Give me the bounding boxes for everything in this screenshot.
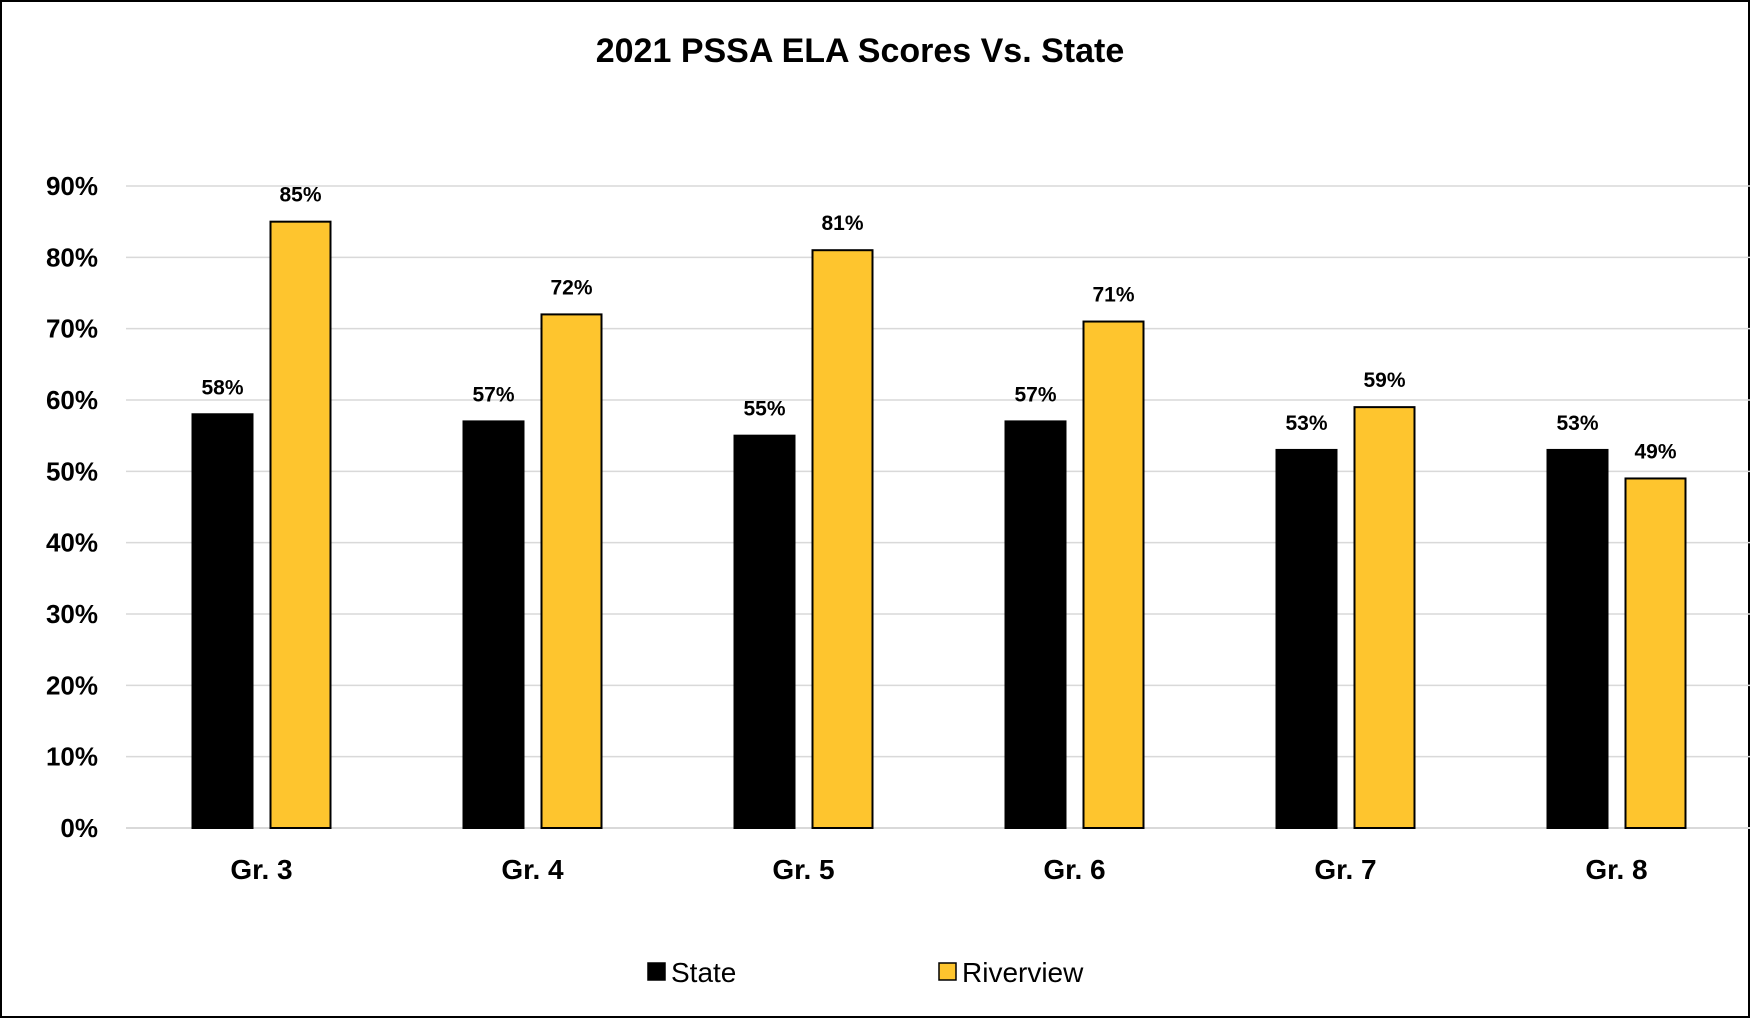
data-label-riverview: 72% [550, 276, 592, 299]
bar-riverview [1082, 320, 1145, 829]
bar-state [1275, 448, 1338, 829]
bar-state [1004, 420, 1067, 829]
data-label-riverview: 59% [1363, 369, 1405, 392]
bar-state [191, 413, 254, 829]
x-tick-label: Gr. 3 [230, 854, 292, 885]
y-tick-label: 80% [46, 242, 98, 272]
data-label-riverview: 81% [821, 212, 863, 235]
data-label-state: 53% [1556, 412, 1598, 435]
x-tick-label: Gr. 8 [1585, 854, 1647, 885]
y-tick-label: 20% [46, 670, 98, 700]
y-tick-label: 70% [46, 314, 98, 344]
bar-state [733, 434, 796, 829]
legend: State Riverview [647, 957, 1084, 988]
legend-label-state: State [671, 957, 736, 988]
gridlines [126, 185, 1750, 829]
bar-riverview [811, 249, 874, 829]
bar-riverview [269, 220, 332, 829]
data-label-riverview: 85% [279, 184, 321, 207]
data-label-state: 57% [472, 383, 514, 406]
data-label-riverview: 71% [1092, 284, 1134, 307]
data-labels: 58% 85% 57% 72% 55% 81% 57% 71% 53% 59% 53% 49% [201, 184, 1676, 464]
bar-state [1546, 448, 1609, 829]
bar-riverview [1624, 477, 1687, 829]
y-tick-label: 40% [46, 528, 98, 558]
y-axis-tick-labels: 0% 10% 20% 30% 40% 50% 60% 70% 80% 90% [46, 171, 98, 843]
y-tick-label: 10% [46, 742, 98, 772]
y-tick-label: 30% [46, 599, 98, 629]
x-tick-label: Gr. 7 [1314, 854, 1376, 885]
legend-swatch-riverview [938, 962, 957, 981]
bars [191, 220, 1687, 829]
bar-state [462, 420, 525, 829]
data-label-riverview: 49% [1634, 440, 1676, 463]
y-tick-label: 50% [46, 456, 98, 486]
y-tick-label: 90% [46, 171, 98, 201]
data-label-state: 53% [1285, 412, 1327, 435]
x-axis-tick-labels: Gr. 3 Gr. 4 Gr. 5 Gr. 6 Gr. 7 Gr. 8 [230, 854, 1647, 885]
legend-swatch-state [647, 962, 666, 981]
bar-riverview [540, 313, 603, 829]
chart-title: 2021 PSSA ELA Scores Vs. State [596, 32, 1125, 70]
x-tick-label: Gr. 6 [1043, 854, 1105, 885]
x-tick-label: Gr. 4 [501, 854, 564, 885]
legend-label-riverview: Riverview [962, 957, 1084, 988]
x-tick-label: Gr. 5 [772, 854, 834, 885]
data-label-state: 57% [1014, 383, 1056, 406]
y-tick-label: 0% [60, 813, 98, 843]
bar-riverview [1353, 406, 1416, 829]
y-tick-label: 60% [46, 385, 98, 415]
data-label-state: 58% [201, 376, 243, 399]
data-label-state: 55% [743, 398, 785, 421]
